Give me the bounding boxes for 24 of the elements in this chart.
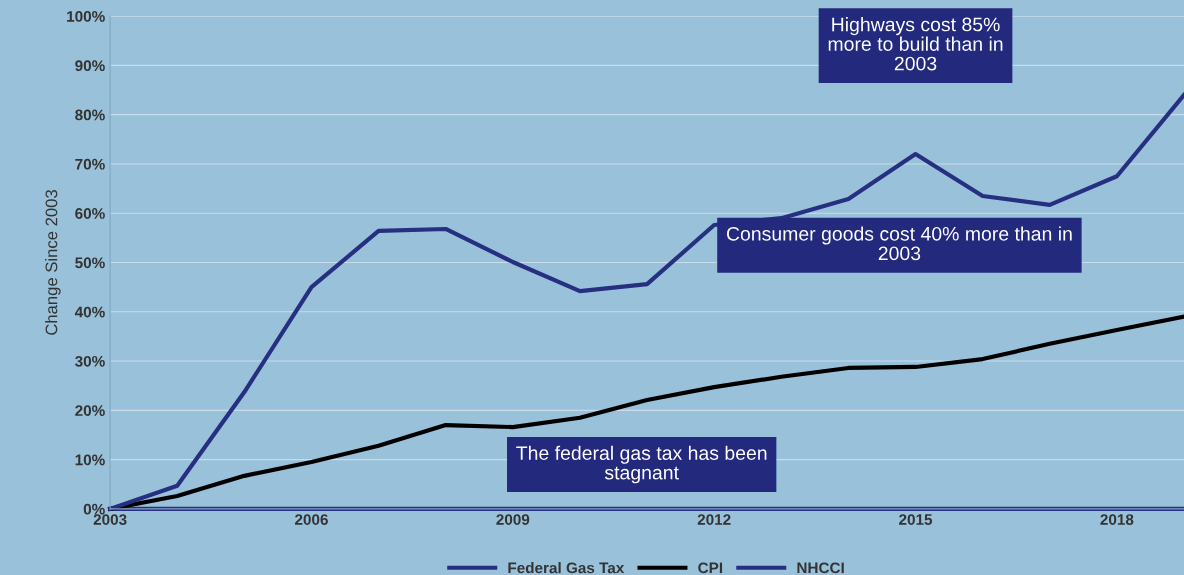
annotation: Consumer goods cost 40% more than in 2003 (726, 226, 1072, 261)
y-tick-label: 50% (75, 257, 105, 269)
y-tick-label: 40% (74, 306, 105, 318)
y-tick-label: 80% (75, 109, 105, 121)
legend-label: CPI (698, 562, 723, 574)
x-tick-label: 2012 (697, 514, 731, 525)
x-tick-label: 2009 (496, 514, 530, 525)
y-tick-label: 90% (75, 60, 105, 72)
legend-label: Federal Gas Tax (508, 562, 625, 574)
x-tick-label: 2006 (295, 514, 328, 525)
y-tick-label: 30% (75, 355, 105, 367)
legend-label: NHCCI (797, 562, 844, 574)
y-tick-label: 100% (67, 10, 105, 22)
y-tick-label: 60% (75, 208, 105, 219)
x-tick-label: 2015 (899, 514, 933, 525)
annotation: Highways cost 85% more to build than in 2003 (828, 17, 1003, 71)
x-tick-label: 2003 (93, 514, 127, 525)
x-tick-label: 2018 (1100, 514, 1134, 525)
y-axis-title: Change Since 2003 (45, 190, 61, 335)
y-tick-label: 0% (83, 503, 105, 515)
y-tick-label: 20% (75, 405, 105, 417)
y-tick-label: 10% (75, 454, 105, 466)
annotation: The federal gas tax has been stagnant (516, 445, 767, 484)
y-tick-label: 70% (75, 158, 105, 170)
